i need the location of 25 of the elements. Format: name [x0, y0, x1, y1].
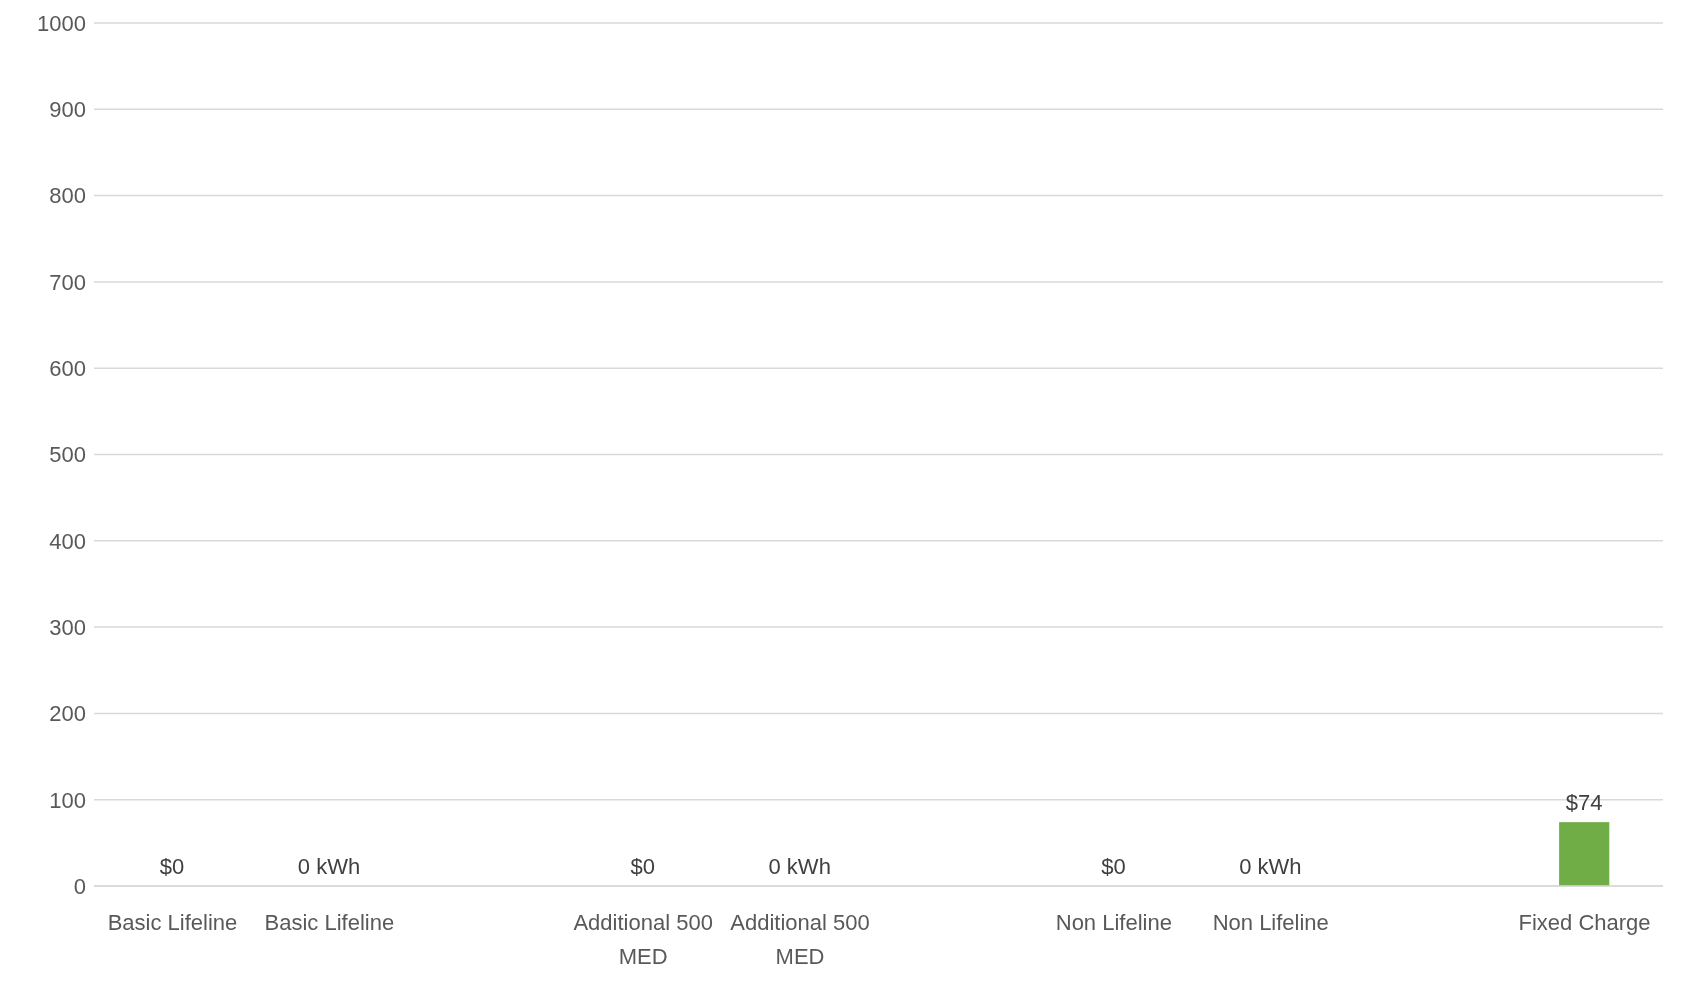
y-tick-label: 800 [49, 183, 86, 209]
y-tick-label: 1000 [37, 10, 86, 36]
x-tick-label: Non Lifeline [1055, 910, 1172, 935]
data-label: 0 kWh [297, 854, 361, 879]
y-tick-label: 900 [49, 97, 86, 123]
x-tick-label: Fixed Charge [1518, 910, 1651, 935]
data-label: $0 [159, 854, 185, 879]
y-tick-label: 500 [49, 442, 86, 468]
data-label: 0 kWh [768, 854, 831, 879]
x-tick-label: Additional 500 MED [730, 910, 870, 969]
y-tick-label: 100 [49, 787, 86, 813]
x-tick-label: Additional 500 MED [573, 910, 713, 969]
y-tick-label: 700 [49, 269, 86, 295]
y-tick-label: 200 [49, 701, 86, 727]
x-tick-label: Basic Lifeline [264, 910, 395, 935]
y-tick-label: 600 [49, 356, 86, 382]
data-label: $0 [1101, 854, 1126, 879]
y-tick-label: 300 [49, 614, 86, 640]
x-tick-label: Non Lifeline [1212, 910, 1329, 935]
y-tick-label: 0 [73, 873, 86, 899]
data-label: 0 kWh [1239, 854, 1302, 879]
y-tick-label: 400 [49, 528, 86, 554]
data-label: $0 [630, 854, 656, 879]
x-tick-label: Basic Lifeline [107, 910, 238, 935]
data-label: $74 [1565, 790, 1603, 816]
